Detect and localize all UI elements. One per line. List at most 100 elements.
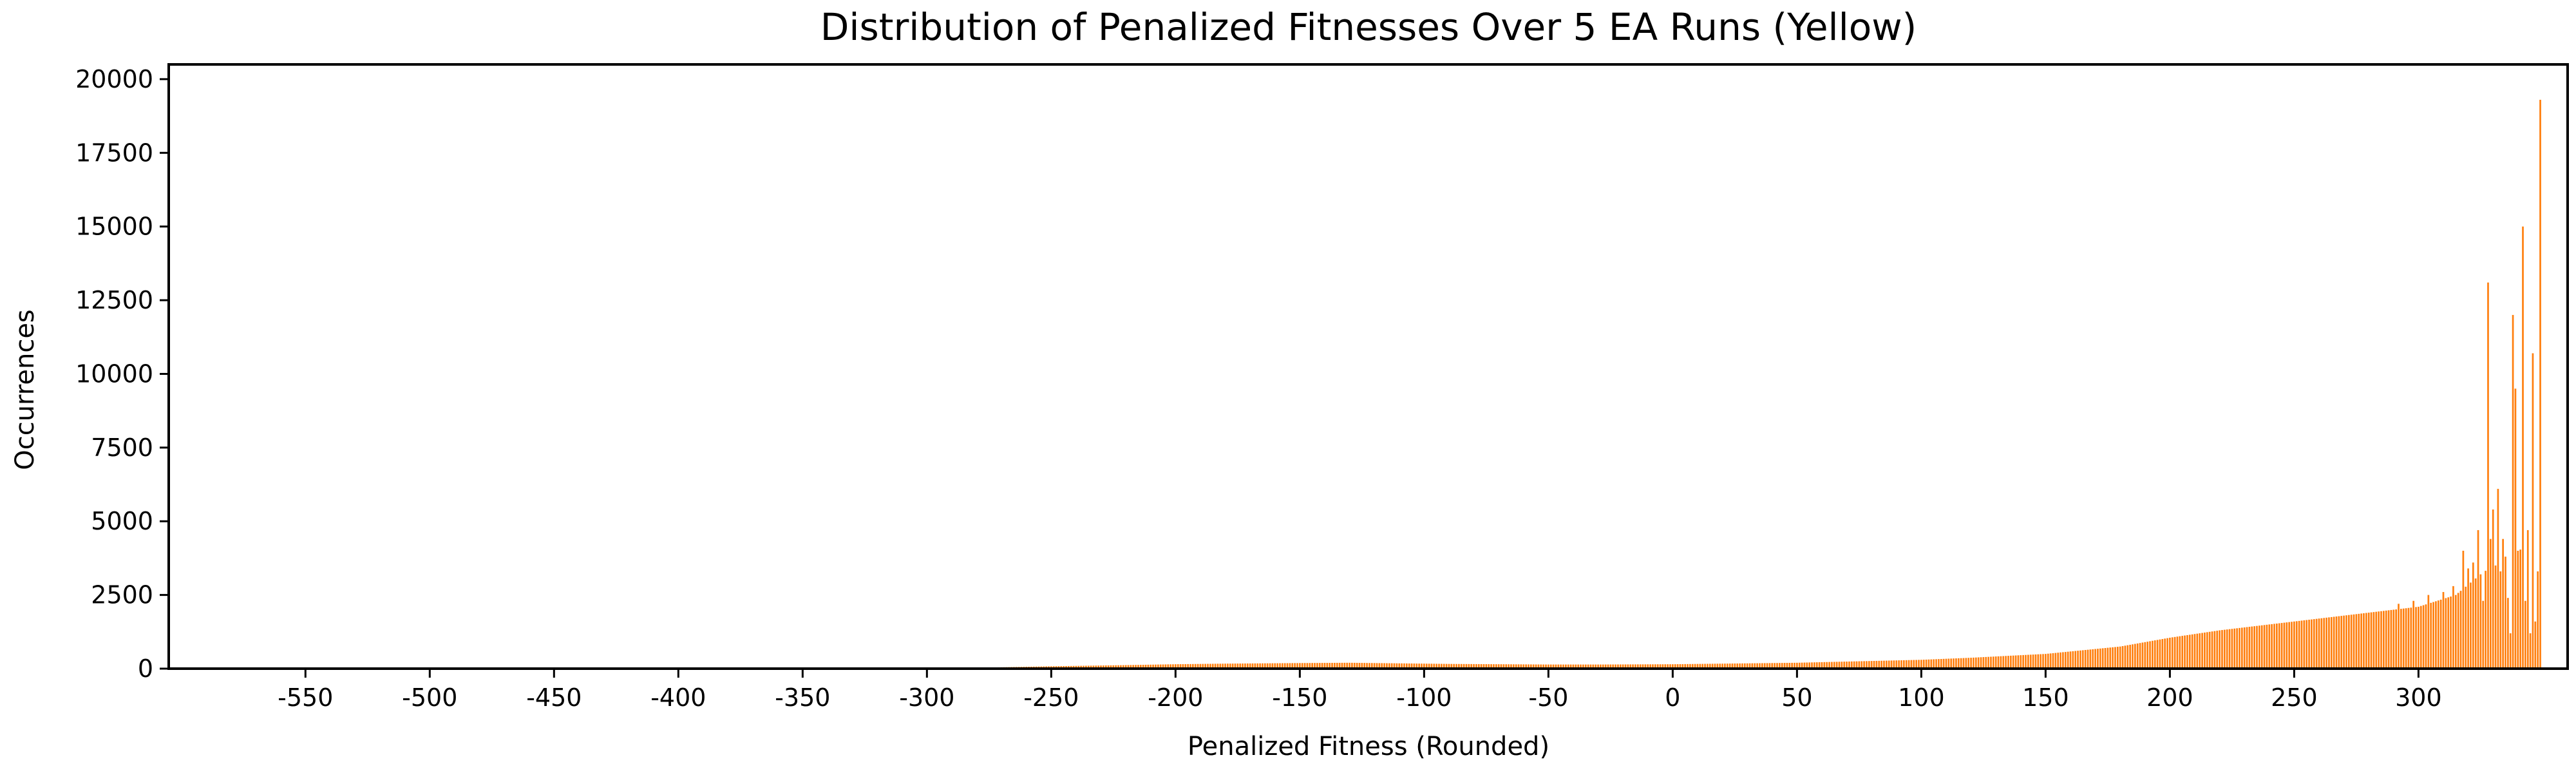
- histogram-bar: [2489, 539, 2492, 669]
- histogram-bar: [2273, 624, 2275, 669]
- histogram-bar: [2387, 610, 2390, 669]
- histogram-bar: [1947, 658, 1950, 669]
- histogram-bar: [1549, 664, 1552, 669]
- histogram-bar: [2079, 650, 2081, 669]
- histogram-bar: [1361, 663, 1363, 669]
- histogram-bar: [1279, 663, 1281, 669]
- histogram-bar: [2116, 647, 2119, 669]
- histogram-bar: [1296, 663, 1298, 669]
- histogram-bar: [1748, 663, 1751, 669]
- histogram-bar: [2064, 652, 2067, 669]
- histogram-bar: [2017, 655, 2020, 669]
- histogram-bar: [2134, 644, 2136, 669]
- histogram-bar: [2291, 622, 2293, 669]
- histogram-bar: [1085, 665, 1087, 669]
- histogram-bar: [1346, 662, 1349, 669]
- histogram-bar: [1421, 663, 1423, 669]
- histogram-bar: [2159, 639, 2161, 669]
- histogram-bar: [2465, 586, 2467, 669]
- histogram-bar: [2537, 571, 2539, 669]
- histogram-bar: [2372, 612, 2375, 669]
- histogram-bar: [1117, 665, 1119, 669]
- histogram-bar: [1356, 662, 1358, 669]
- histogram-bar: [2418, 606, 2420, 669]
- histogram-bar: [1236, 663, 1239, 669]
- histogram-bar: [1157, 664, 1159, 669]
- histogram-bar: [1087, 665, 1090, 669]
- histogram-bar: [1207, 663, 1209, 669]
- histogram-bar: [1575, 664, 1577, 669]
- histogram-bar: [1597, 664, 1599, 669]
- histogram-bar: [1788, 662, 1791, 669]
- histogram-bar: [1155, 664, 1157, 669]
- histogram-bar: [2258, 625, 2260, 669]
- histogram-bar: [2146, 642, 2148, 669]
- histogram-bar: [1873, 661, 1875, 669]
- histogram-bar: [1726, 663, 1728, 669]
- histogram-bar: [2457, 593, 2459, 669]
- histogram-bar: [1796, 662, 1798, 669]
- histogram-bar: [1107, 665, 1110, 669]
- histogram-bar: [2067, 651, 2069, 669]
- histogram-bar: [1786, 663, 1788, 669]
- histogram-bar: [1962, 658, 1965, 669]
- histogram-bar: [2288, 622, 2291, 669]
- histogram-bar: [1609, 664, 1612, 669]
- histogram-bar: [1092, 665, 1095, 669]
- histogram-bar: [1490, 664, 1492, 669]
- histogram-bar: [1068, 665, 1070, 669]
- histogram-bar: [2340, 616, 2343, 669]
- histogram-bar: [2532, 353, 2534, 669]
- y-tick-label: 0: [138, 654, 153, 683]
- histogram-bar: [1254, 663, 1256, 669]
- histogram-bar: [2213, 631, 2216, 669]
- histogram-bar: [2407, 607, 2410, 669]
- histogram-bar: [2378, 611, 2380, 669]
- histogram-bar: [2524, 600, 2526, 669]
- histogram-bar: [1194, 663, 1197, 669]
- histogram-bar: [1264, 663, 1266, 669]
- histogram-bar: [2325, 617, 2327, 669]
- x-tick-label: -200: [1148, 683, 1203, 712]
- histogram-bar: [1453, 663, 1455, 669]
- histogram-bar: [1811, 662, 1813, 669]
- y-axis-ticks: 0 2500 5000 7500 10000 12500 15000 17500 20000: [75, 65, 169, 683]
- y-tick-label: 10000: [75, 359, 153, 388]
- histogram-bar: [2154, 640, 2156, 669]
- histogram-bar: [1070, 665, 1072, 669]
- histogram-bar: [2092, 649, 2094, 669]
- histogram-bar: [2054, 653, 2057, 669]
- x-tick-label: -100: [1396, 683, 1452, 712]
- histogram-bar: [1975, 657, 1977, 669]
- histogram-bar: [2479, 574, 2482, 669]
- histogram-bar: [1980, 657, 1982, 669]
- histogram-bar: [1403, 663, 1405, 669]
- histogram-bar: [1239, 663, 1242, 669]
- histogram-bar: [1699, 663, 1701, 669]
- x-tick-label: 200: [2146, 683, 2193, 712]
- histogram-bar: [1363, 663, 1366, 669]
- histogram-bar: [2517, 550, 2519, 669]
- histogram-bar: [1577, 664, 1580, 669]
- histogram-bar: [2415, 607, 2417, 669]
- histogram-bar: [1622, 664, 1624, 669]
- histogram-bar: [1935, 659, 1937, 669]
- histogram-bar: [1615, 664, 1616, 669]
- histogram-bar: [1656, 664, 1659, 669]
- histogram-bar: [1759, 663, 1761, 669]
- histogram-bar: [1684, 663, 1687, 669]
- histogram-bar: [1950, 658, 1953, 669]
- histogram-bar: [1709, 663, 1711, 669]
- histogram-bar: [2534, 621, 2537, 669]
- histogram-bar: [2045, 654, 2047, 669]
- histogram-bar: [1794, 662, 1795, 669]
- histogram-bar: [1908, 660, 1910, 669]
- histogram-bar: [2514, 388, 2517, 669]
- histogram-bar: [2365, 613, 2367, 669]
- histogram-bar: [1885, 660, 1888, 669]
- histogram-bar: [1915, 660, 1918, 669]
- histogram-bar: [2040, 654, 2042, 669]
- histogram-bar: [2060, 652, 2061, 669]
- histogram-bar: [1329, 663, 1331, 669]
